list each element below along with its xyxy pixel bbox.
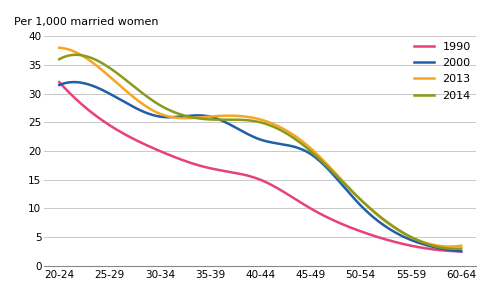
1990 [296, 199, 301, 203]
2013 [57, 46, 63, 50]
2014 [452, 247, 458, 251]
Line: 2013: 2013 [59, 48, 461, 246]
2013 [302, 142, 308, 146]
2014 [422, 241, 428, 245]
2000 [296, 146, 301, 150]
2000 [57, 83, 63, 86]
2014 [56, 57, 62, 61]
Legend: 1990, 2000, 2013, 2014: 1990, 2000, 2013, 2014 [410, 38, 474, 104]
Line: 2014: 2014 [59, 55, 461, 249]
2014 [396, 229, 402, 232]
1990 [302, 204, 308, 207]
1990 [56, 80, 62, 84]
2014 [458, 247, 464, 250]
2000 [422, 243, 428, 246]
Text: Per 1,000 married women: Per 1,000 married women [14, 17, 159, 27]
2013 [458, 244, 464, 248]
2013 [395, 228, 401, 232]
2013 [421, 240, 427, 244]
2014 [297, 141, 303, 144]
1990 [57, 82, 63, 85]
Line: 1990: 1990 [59, 82, 461, 251]
2000 [303, 150, 309, 153]
1990 [458, 249, 464, 253]
2014 [57, 57, 63, 60]
2000 [458, 249, 464, 253]
2013 [296, 137, 301, 140]
1990 [395, 241, 401, 245]
2013 [56, 46, 62, 50]
2013 [446, 245, 452, 248]
2014 [73, 53, 79, 56]
2013 [294, 136, 300, 139]
2000 [71, 80, 77, 84]
2000 [297, 147, 303, 150]
2000 [396, 233, 402, 236]
2014 [303, 146, 309, 149]
2000 [56, 83, 62, 87]
1990 [421, 246, 427, 250]
Line: 2000: 2000 [59, 82, 461, 251]
1990 [294, 198, 300, 202]
2014 [296, 140, 301, 143]
